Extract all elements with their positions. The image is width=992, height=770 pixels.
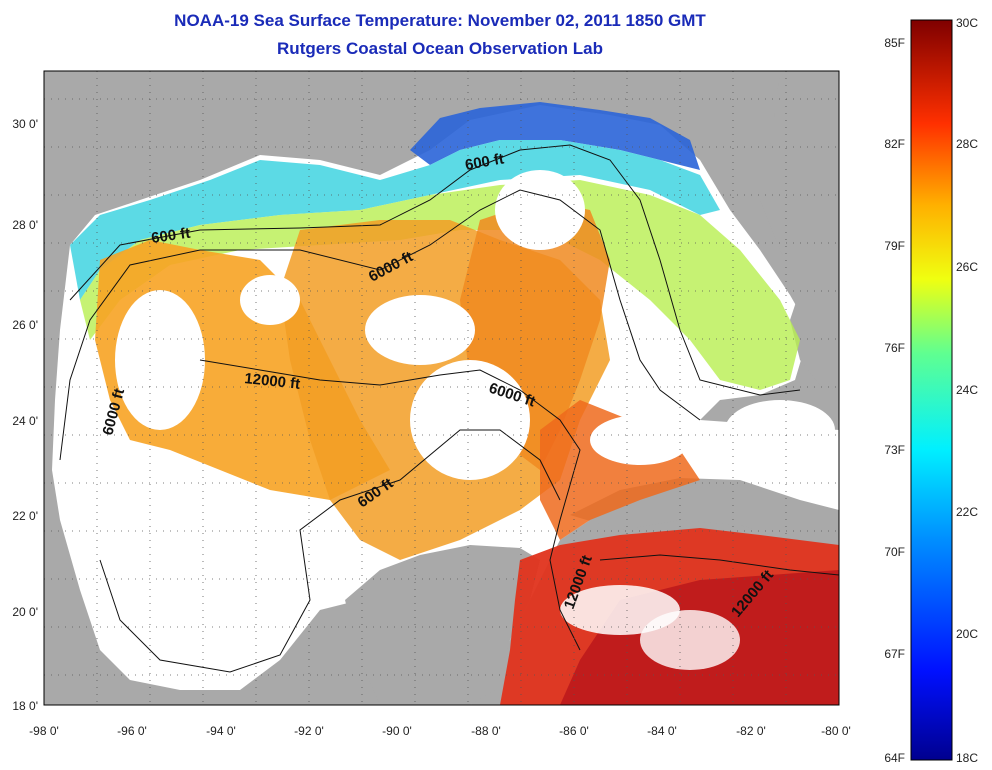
lat-tick-label: 18 0': [12, 699, 38, 713]
lon-tick-label: -80 0': [821, 724, 851, 738]
lat-tick-label: 20 0': [12, 605, 38, 619]
florida-land: [760, 71, 839, 390]
lat-tick-label: 22 0': [12, 509, 38, 523]
cloud-patch: [115, 290, 205, 430]
plot-frame: [43, 70, 840, 706]
colorbar-f-label: 70F: [884, 545, 905, 559]
cloud-patch: [410, 360, 530, 480]
yucatan-channel-water: [540, 400, 700, 540]
colorbar-gradient: [910, 19, 953, 761]
lon-tick-label: -92 0': [294, 724, 324, 738]
lat-tick-label: 26 0': [12, 318, 38, 332]
graticule: [44, 71, 839, 705]
latitude-axis: 30 0' 28 0' 26 0' 24 0' 22 0' 20 0' 18 0…: [12, 117, 38, 713]
map-title: NOAA-19 Sea Surface Temperature: Novembe…: [174, 11, 706, 30]
cyan-shelf-water: [70, 140, 720, 300]
colorbar-c-label: 26C: [956, 260, 978, 274]
lon-tick-label: -94 0': [206, 724, 236, 738]
green-shelf-water: [80, 180, 800, 390]
colorbar-f-label: 76F: [884, 341, 905, 355]
lon-tick-label: -84 0': [647, 724, 677, 738]
colorbar-c-label: 24C: [956, 383, 978, 397]
lon-tick-label: -96 0': [117, 724, 147, 738]
colorbar-f-label: 73F: [884, 443, 905, 457]
colorbar-c-label: 28C: [956, 137, 978, 151]
colorbar-f-label: 79F: [884, 239, 905, 253]
cloud-patch: [495, 170, 585, 250]
contour-6000ft: [59, 189, 701, 461]
colorbar-c-label: 20C: [956, 627, 978, 641]
colorbar-f-label: 82F: [884, 137, 905, 151]
lat-tick-label: 28 0': [12, 218, 38, 232]
contour-12000ft-cayman: [599, 554, 839, 576]
colorbar-f-label: 64F: [884, 751, 905, 765]
cloud-patch: [240, 275, 300, 325]
contour-12000ft: [199, 359, 581, 651]
cloud-patch: [365, 295, 475, 365]
longitude-axis: -98 0' -96 0' -94 0' -92 0' -90 0' -88 0…: [29, 724, 851, 738]
contour-label: 600 ft: [464, 150, 506, 174]
lon-tick-label: -86 0': [559, 724, 589, 738]
lon-tick-label: -82 0': [736, 724, 766, 738]
colorbar-c-label: 18C: [956, 751, 978, 765]
contour-label: 12000 ft: [244, 370, 301, 393]
cold-shelf-water: [410, 102, 700, 170]
map-subtitle: Rutgers Coastal Ocean Observation Lab: [277, 39, 603, 58]
lon-tick-label: -88 0': [471, 724, 501, 738]
cloud-patch: [590, 415, 690, 465]
lon-tick-label: -90 0': [382, 724, 412, 738]
lon-tick-label: -98 0': [29, 724, 59, 738]
contour-600ft-south: [99, 429, 561, 673]
colorbar: 85F 82F 79F 76F 73F 70F 67F 64F 30C 28C …: [884, 16, 978, 765]
contour-600ft: [69, 144, 801, 396]
colorbar-f-label: 85F: [884, 36, 905, 50]
contour-label: 600 ft: [150, 225, 191, 247]
lat-tick-label: 30 0': [12, 117, 38, 131]
colorbar-f-label: 67F: [884, 647, 905, 661]
colorbar-c-label: 30C: [956, 16, 978, 30]
colorbar-c-label: 22C: [956, 505, 978, 519]
yucatan-land: [345, 545, 540, 705]
cloud-patch: [110, 540, 290, 660]
cloud-patch: [640, 610, 740, 670]
lat-tick-label: 24 0': [12, 414, 38, 428]
cloud-patch: [725, 400, 835, 460]
